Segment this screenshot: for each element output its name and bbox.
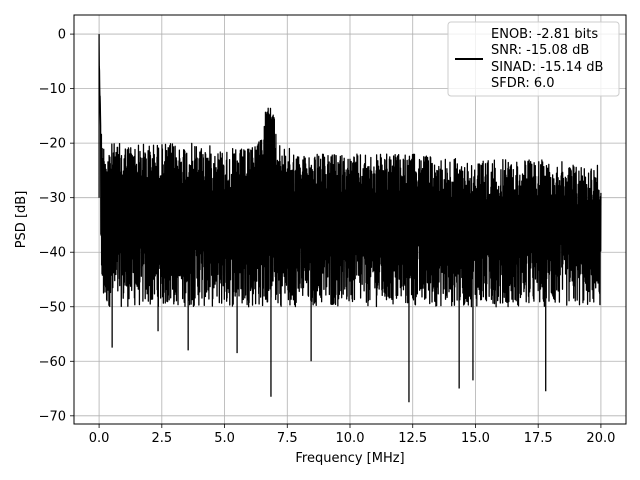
legend-line-snr: SNR: -15.08 dB [491, 43, 589, 58]
x-tick-label: 10.0 [336, 431, 365, 446]
x-axis-ticks: 0.0 2.5 5.0 7.5 10.0 12.5 15.0 17.5 20.0 [89, 424, 615, 446]
legend-line-enob: ENOB: -2.81 bits [491, 27, 598, 42]
y-tick-label: −60 [39, 355, 66, 370]
x-tick-label: 12.5 [398, 431, 427, 446]
y-tick-label: −20 [39, 137, 66, 152]
x-tick-label: 0.0 [89, 431, 110, 446]
legend-line-sfdr: SFDR: 6.0 [491, 76, 555, 91]
y-axis-label: PSD [dB] [14, 191, 29, 249]
x-tick-label: 7.5 [277, 431, 298, 446]
legend-line-sinad: SINAD: -15.14 dB [491, 60, 603, 75]
legend: ENOB: -2.81 bits SNR: -15.08 dB SINAD: -… [447, 21, 620, 97]
y-tick-label: −50 [39, 300, 66, 315]
psd-series-line [98, 34, 602, 403]
legend-box [447, 21, 620, 97]
x-axis-label: Frequency [MHz] [295, 451, 404, 466]
y-tick-label: −70 [39, 409, 66, 424]
y-axis-ticks: 0 −10 −20 −30 −40 −50 −60 −70 [39, 28, 74, 424]
y-tick-label: −30 [39, 191, 66, 206]
x-tick-label: 2.5 [151, 431, 172, 446]
x-tick-label: 17.5 [524, 431, 553, 446]
y-tick-label: 0 [58, 28, 66, 43]
y-tick-label: −40 [39, 246, 66, 261]
y-tick-label: −10 [39, 82, 66, 97]
x-tick-label: 20.0 [586, 431, 615, 446]
plot-area [98, 34, 602, 403]
x-tick-label: 5.0 [214, 431, 235, 446]
x-tick-label: 15.0 [461, 431, 490, 446]
